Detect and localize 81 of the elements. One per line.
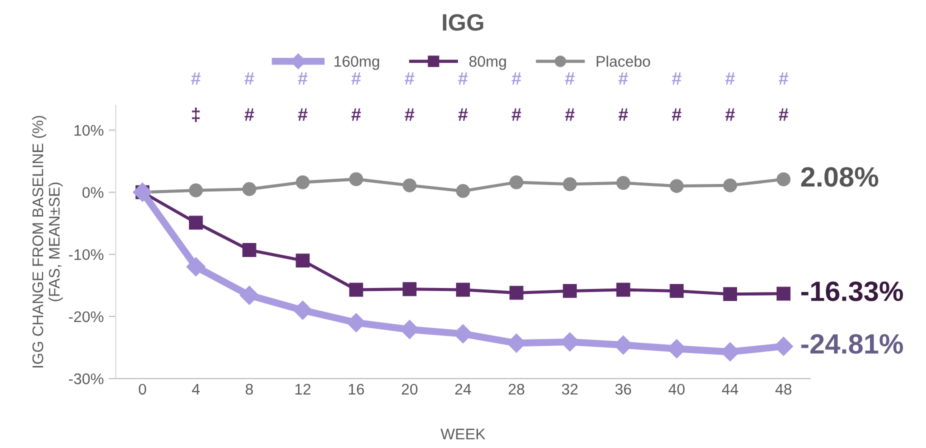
point	[774, 336, 794, 356]
point	[349, 172, 364, 186]
point	[562, 284, 577, 298]
point	[349, 282, 364, 297]
point	[296, 254, 310, 268]
text: #	[191, 72, 201, 85]
x-tick-label: 40	[668, 384, 685, 395]
point	[242, 243, 256, 257]
point	[240, 286, 259, 305]
x-tick-label: 44	[722, 384, 738, 394]
point	[293, 300, 312, 320]
x-tick-label: 32	[562, 384, 578, 395]
y-tick-label: 0%	[82, 187, 104, 198]
point	[670, 179, 684, 193]
point	[242, 182, 256, 196]
x-tick-label: 48	[775, 384, 792, 395]
annotation: #	[244, 108, 254, 121]
annotation: #	[404, 108, 414, 121]
point	[776, 172, 790, 186]
point	[402, 178, 417, 192]
annotation: #	[725, 108, 735, 121]
legend-label: Placebo	[596, 56, 650, 67]
point	[456, 282, 470, 297]
y-tick-label: 10%	[74, 124, 104, 136]
text: #	[565, 72, 575, 85]
legend-label: 80mg	[469, 56, 506, 70]
annotation: #	[778, 108, 788, 121]
annotation: #	[672, 108, 682, 121]
point	[616, 282, 630, 297]
data-label: 2.08%	[801, 167, 878, 187]
y-tick-label: -10%	[68, 249, 104, 260]
y-tick-label: -20%	[68, 311, 104, 322]
point	[402, 282, 417, 296]
legend-label: 160mg	[334, 56, 380, 70]
point	[346, 313, 366, 332]
text: #	[778, 72, 788, 85]
x-tick-label: 12	[295, 384, 310, 394]
point	[616, 176, 630, 190]
x-tick-label: 8	[246, 384, 253, 395]
x-axis-title: WEEK	[440, 428, 486, 440]
x-tick-label: 4	[192, 384, 200, 394]
point	[509, 286, 524, 300]
annotation: #	[351, 108, 361, 121]
x-tick-label: 24	[455, 384, 472, 394]
point	[723, 178, 738, 192]
x-tick-label: 28	[508, 384, 524, 395]
annotation: #	[565, 108, 575, 121]
x-tick-label: 0	[138, 384, 146, 395]
y-tick-label: -30%	[68, 373, 104, 384]
data-label: -24.81%	[801, 334, 903, 354]
y-axis-title: IGG CHANGE FROM BASELINE (%) (FAS, MEAN±SE)	[32, 116, 63, 368]
text: #	[512, 72, 522, 85]
point	[188, 183, 203, 198]
point	[562, 177, 577, 192]
chart-title: IGG	[442, 14, 484, 31]
text: #	[725, 72, 735, 85]
text: #	[298, 72, 308, 85]
data-label: -16.33%	[801, 281, 903, 302]
annotation: #	[618, 108, 628, 121]
point	[188, 216, 203, 230]
point	[186, 257, 206, 276]
x-tick-label: 20	[402, 384, 418, 395]
annotation: #	[512, 108, 522, 121]
point	[509, 175, 524, 190]
text: #	[618, 72, 628, 85]
annotation: #	[458, 108, 468, 121]
point	[132, 182, 152, 202]
point	[670, 284, 684, 298]
x-tick-label: 16	[348, 384, 364, 395]
point	[723, 287, 738, 302]
point	[296, 175, 310, 190]
text: #	[351, 72, 361, 85]
text: #	[672, 72, 682, 85]
x-tick-label: 36	[615, 384, 632, 395]
text: #	[404, 72, 414, 85]
annotation: ‡	[192, 108, 200, 122]
point	[456, 184, 470, 198]
text: #	[458, 72, 468, 85]
annotation: #	[298, 108, 308, 121]
text: #	[244, 72, 254, 85]
point	[776, 286, 790, 301]
